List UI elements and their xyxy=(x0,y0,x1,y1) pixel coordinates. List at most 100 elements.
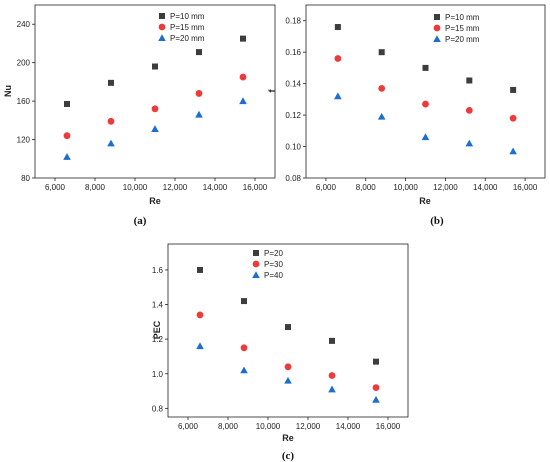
y-tick-label: 80 xyxy=(21,174,30,183)
panel-b-points xyxy=(334,24,517,155)
panel-c-caption: (c) xyxy=(282,450,295,462)
data-point-square xyxy=(241,298,247,305)
y-tick-label: 0.18 xyxy=(285,17,301,26)
legend-marker-square xyxy=(159,13,165,19)
legend-label: P=10 mm xyxy=(445,13,480,22)
data-point-triangle xyxy=(334,92,342,100)
data-point-triangle xyxy=(284,376,292,384)
data-point-square xyxy=(510,86,517,93)
data-point-square xyxy=(285,324,291,331)
legend-label: P=15 mm xyxy=(445,24,480,33)
data-point-circle xyxy=(240,344,248,352)
data-point-triangle xyxy=(196,342,204,350)
data-point-square xyxy=(152,63,158,70)
data-point-triangle xyxy=(328,385,336,393)
data-point-circle xyxy=(372,384,380,391)
legend-marker-triangle xyxy=(252,271,260,278)
legend-marker-circle xyxy=(252,260,260,268)
data-point-circle xyxy=(422,100,429,108)
y-tick-label: 0.8 xyxy=(152,404,164,413)
data-point-circle xyxy=(334,55,342,62)
x-tick-label: 14,000 xyxy=(336,422,361,431)
data-point-triangle xyxy=(63,153,71,160)
panel-a-ylabel: Nu xyxy=(3,85,13,97)
panel-b-xlabel: Re xyxy=(419,196,431,206)
data-point-circle xyxy=(107,117,115,125)
data-point-circle xyxy=(63,132,71,140)
x-tick-label: 14,000 xyxy=(473,183,498,192)
legend-label: P=40 xyxy=(264,271,283,280)
panel-c: 6,000 8,000 10,000 12,000 14,000 16,000 0.8 1.… xyxy=(152,243,409,462)
legend-marker-square xyxy=(253,250,259,256)
panel-c-legend: P=20 P=30 P=40 xyxy=(252,249,283,280)
x-tick-label: 8,000 xyxy=(85,183,106,192)
y-tick-label: 0.16 xyxy=(285,48,301,57)
y-tick-label: 0.14 xyxy=(285,80,301,89)
data-point-circle xyxy=(195,90,203,97)
data-point-square xyxy=(329,337,335,344)
x-tick-label: 12,000 xyxy=(433,183,458,192)
data-point-triangle xyxy=(239,97,247,105)
data-point-square xyxy=(240,35,246,42)
panel-b-yticks: 0.08 0.10 0.12 0.14 0.16 0.18 xyxy=(285,17,306,183)
x-tick-label: 16,000 xyxy=(376,422,401,431)
legend-marker-square xyxy=(434,14,440,20)
data-point-triangle xyxy=(372,395,380,403)
data-point-triangle xyxy=(377,112,386,120)
x-tick-label: 8,000 xyxy=(218,422,239,431)
x-tick-label: 14,000 xyxy=(203,183,228,192)
data-point-square xyxy=(197,266,203,273)
panel-a-caption: (a) xyxy=(134,215,147,227)
x-tick-label: 8,000 xyxy=(356,183,377,192)
panel-a-xlabel: Re xyxy=(149,196,161,206)
y-tick-label: 240 xyxy=(17,20,31,29)
legend-marker-triangle xyxy=(158,34,166,41)
y-tick-label: 0.08 xyxy=(285,174,301,183)
panel-b-caption: (b) xyxy=(430,215,444,227)
data-point-triangle xyxy=(151,125,159,132)
y-tick-label: 1.0 xyxy=(152,370,164,379)
panel-b-xticks: 6,000 8,000 10,000 12,000 14,000 16,000 xyxy=(316,178,538,192)
data-point-circle xyxy=(196,311,204,319)
data-point-circle xyxy=(465,106,473,114)
x-tick-label: 10,000 xyxy=(123,183,148,192)
data-point-square xyxy=(466,77,473,84)
panel-b-ylabel: f xyxy=(267,89,277,93)
legend-marker-circle xyxy=(433,24,441,32)
data-point-square xyxy=(422,64,429,71)
data-point-square xyxy=(334,24,341,31)
y-tick-label: 1.4 xyxy=(152,301,164,310)
legend-label: P=20 mm xyxy=(170,34,205,43)
panel-a-yticks: 80 120 160 200 240 xyxy=(17,20,35,183)
legend-label: P=15 mm xyxy=(170,23,205,32)
panel-a-points xyxy=(63,35,247,160)
data-point-square xyxy=(378,49,385,56)
x-tick-label: 6,000 xyxy=(45,183,66,192)
x-tick-label: 16,000 xyxy=(513,183,538,192)
data-point-circle xyxy=(284,363,292,371)
data-point-square xyxy=(108,79,114,86)
panel-b-legend: P=10 mm P=15 mm P=20 mm xyxy=(433,13,480,44)
x-tick-label: 12,000 xyxy=(163,183,188,192)
data-point-circle xyxy=(239,73,247,81)
data-point-circle xyxy=(151,105,159,113)
panel-c-points xyxy=(196,266,380,403)
legend-label: P=10 mm xyxy=(170,12,205,21)
panel-a-legend: P=10 mm P=15 mm P=20 mm xyxy=(158,12,205,43)
panel-b: 6,000 8,000 10,000 12,000 14,000 16,000 0.08 0… xyxy=(267,4,546,227)
x-tick-label: 6,000 xyxy=(316,183,337,192)
panel-a-frame xyxy=(34,4,276,179)
y-tick-label: 1.2 xyxy=(152,335,164,344)
legend-label: P=20 mm xyxy=(445,35,480,44)
panel-a: 6,000 8,000 10,000 12,000 14,000 16,000 80 120… xyxy=(3,4,276,227)
panel-b-frame xyxy=(305,4,546,179)
data-point-square xyxy=(373,358,379,365)
data-point-triangle xyxy=(509,147,517,155)
data-point-square xyxy=(196,49,202,56)
data-point-triangle xyxy=(421,133,430,141)
panel-c-xticks: 6,000 8,000 10,000 12,000 14,000 16,000 xyxy=(178,417,401,431)
data-point-triangle xyxy=(107,139,115,147)
x-tick-label: 10,000 xyxy=(393,183,418,192)
panel-c-ylabel: PEC xyxy=(152,320,162,339)
